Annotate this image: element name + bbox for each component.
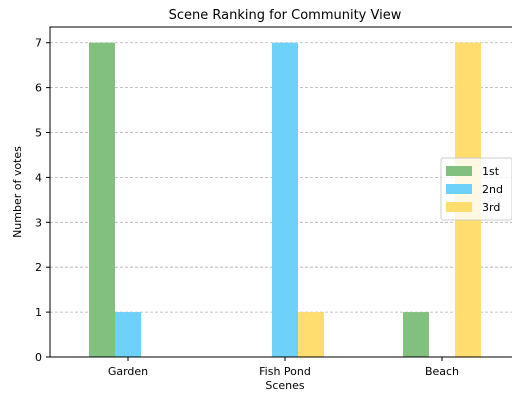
x-tick-label: Fish Pond xyxy=(259,365,311,378)
bar-2nd-garden xyxy=(115,312,141,357)
legend-label: 3rd xyxy=(482,201,500,214)
bar-3rd-fish-pond xyxy=(298,312,324,357)
bar-1st-beach xyxy=(403,312,429,357)
legend-swatch xyxy=(446,202,472,212)
y-axis-ticks: 0 1 2 3 4 5 6 7 xyxy=(35,37,50,364)
y-tick-label: 4 xyxy=(35,171,42,184)
bar-1st-garden xyxy=(89,42,115,357)
x-tick-label: Beach xyxy=(425,365,459,378)
bars xyxy=(89,42,481,357)
x-axis-ticks: Garden Fish Pond Beach xyxy=(108,357,459,378)
legend-swatch xyxy=(446,166,472,176)
y-tick-label: 5 xyxy=(35,127,42,140)
y-tick-label: 0 xyxy=(35,351,42,364)
legend: 1st 2nd 3rd xyxy=(440,157,512,221)
y-tick-label: 3 xyxy=(35,216,42,229)
y-tick-label: 6 xyxy=(35,82,42,95)
legend-swatch xyxy=(446,184,472,194)
y-tick-label: 1 xyxy=(35,306,42,319)
bar-2nd-fish-pond xyxy=(272,42,298,357)
y-tick-label: 7 xyxy=(35,37,42,50)
chart-title: Scene Ranking for Community View xyxy=(169,8,402,23)
legend-label: 1st xyxy=(482,165,500,178)
y-tick-label: 2 xyxy=(35,261,42,274)
x-tick-label: Garden xyxy=(108,365,148,378)
legend-label: 2nd xyxy=(482,183,503,196)
x-axis-label: Scenes xyxy=(265,379,305,392)
y-axis-label: Number of votes xyxy=(11,146,24,238)
